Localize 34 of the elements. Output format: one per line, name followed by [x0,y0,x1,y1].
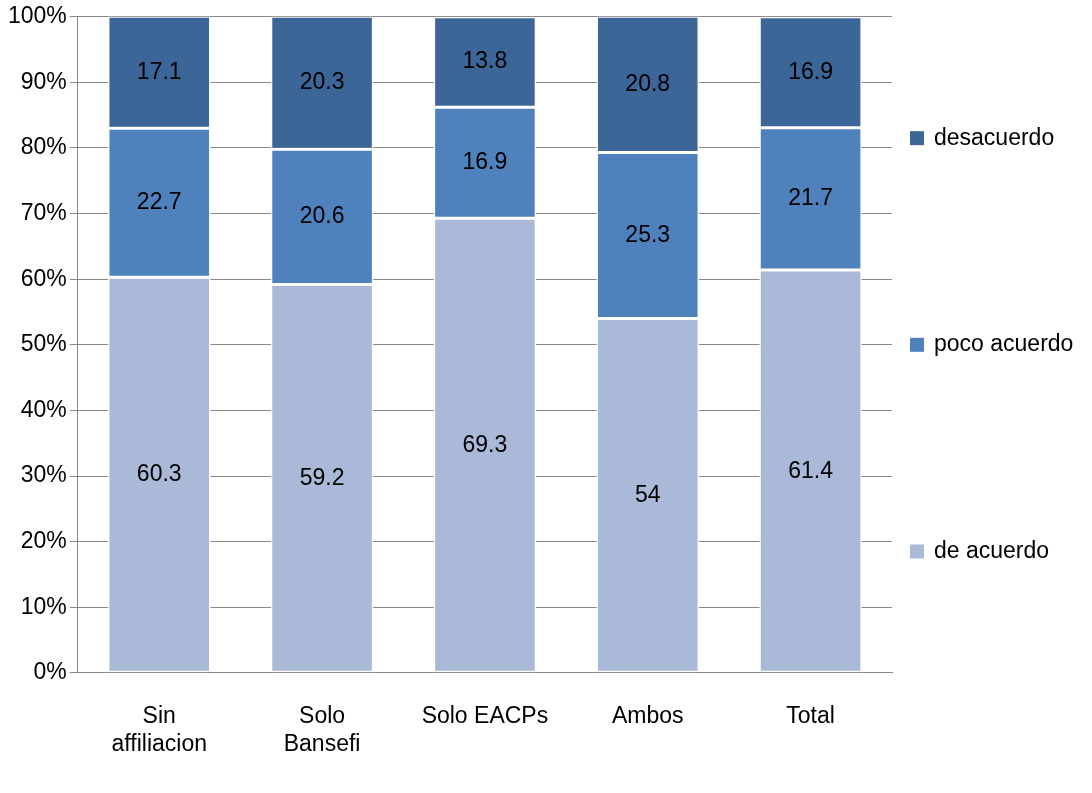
data-label: 61.4 [788,456,834,483]
legend-label: desacuerdo [934,123,1055,150]
data-label: 25.3 [625,220,671,247]
data-label: 16.9 [788,57,833,84]
y-tick-label: 20% [20,526,67,553]
data-label: 17.1 [136,57,182,84]
x-tick-label: Total [786,701,835,728]
data-label: 69.3 [462,430,508,457]
y-tick-label: 60% [20,264,67,291]
y-tick-label: 10% [20,592,67,619]
data-label: 20.3 [299,68,345,95]
data-label: 59.2 [299,463,345,490]
y-tick-label: 30% [20,461,67,488]
data-label: 20.8 [625,69,671,96]
y-tick-label: 80% [20,133,67,160]
y-tick-label: 90% [20,67,67,94]
x-tick-label: Ambos [611,701,684,728]
data-label: 20.6 [299,202,345,229]
data-label: 54 [634,480,661,507]
y-tick-label: 50% [20,330,67,357]
y-tick-label: 100% [8,2,67,29]
data-label: 13.8 [462,47,508,74]
data-label: 21.7 [788,184,833,211]
legend-label: de acuerdo [934,536,1050,563]
x-tick-label: Solo Bansefi [283,701,361,756]
data-label: 16.9 [462,148,508,175]
x-tick-label: Sin affiliacion [111,701,207,756]
y-tick-label: 70% [20,198,67,225]
data-label: 60.3 [136,460,182,487]
y-tick-label: 40% [20,395,67,422]
data-label: 22.7 [136,188,182,215]
x-tick-label: Solo EACPs [421,701,549,728]
legend-label: poco acuerdo [934,330,1074,357]
y-tick-label: 0% [33,658,67,685]
